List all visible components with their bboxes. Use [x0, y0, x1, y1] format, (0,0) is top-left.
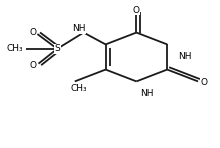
Text: CH₃: CH₃ — [6, 44, 23, 53]
Text: NH: NH — [178, 53, 192, 61]
Text: O: O — [133, 6, 140, 15]
Text: NH: NH — [72, 24, 86, 33]
Text: O: O — [200, 78, 207, 87]
Text: NH: NH — [140, 89, 153, 98]
Text: S: S — [54, 44, 60, 53]
Text: CH₃: CH₃ — [71, 84, 88, 93]
Text: O: O — [29, 28, 36, 37]
Text: O: O — [29, 61, 36, 70]
